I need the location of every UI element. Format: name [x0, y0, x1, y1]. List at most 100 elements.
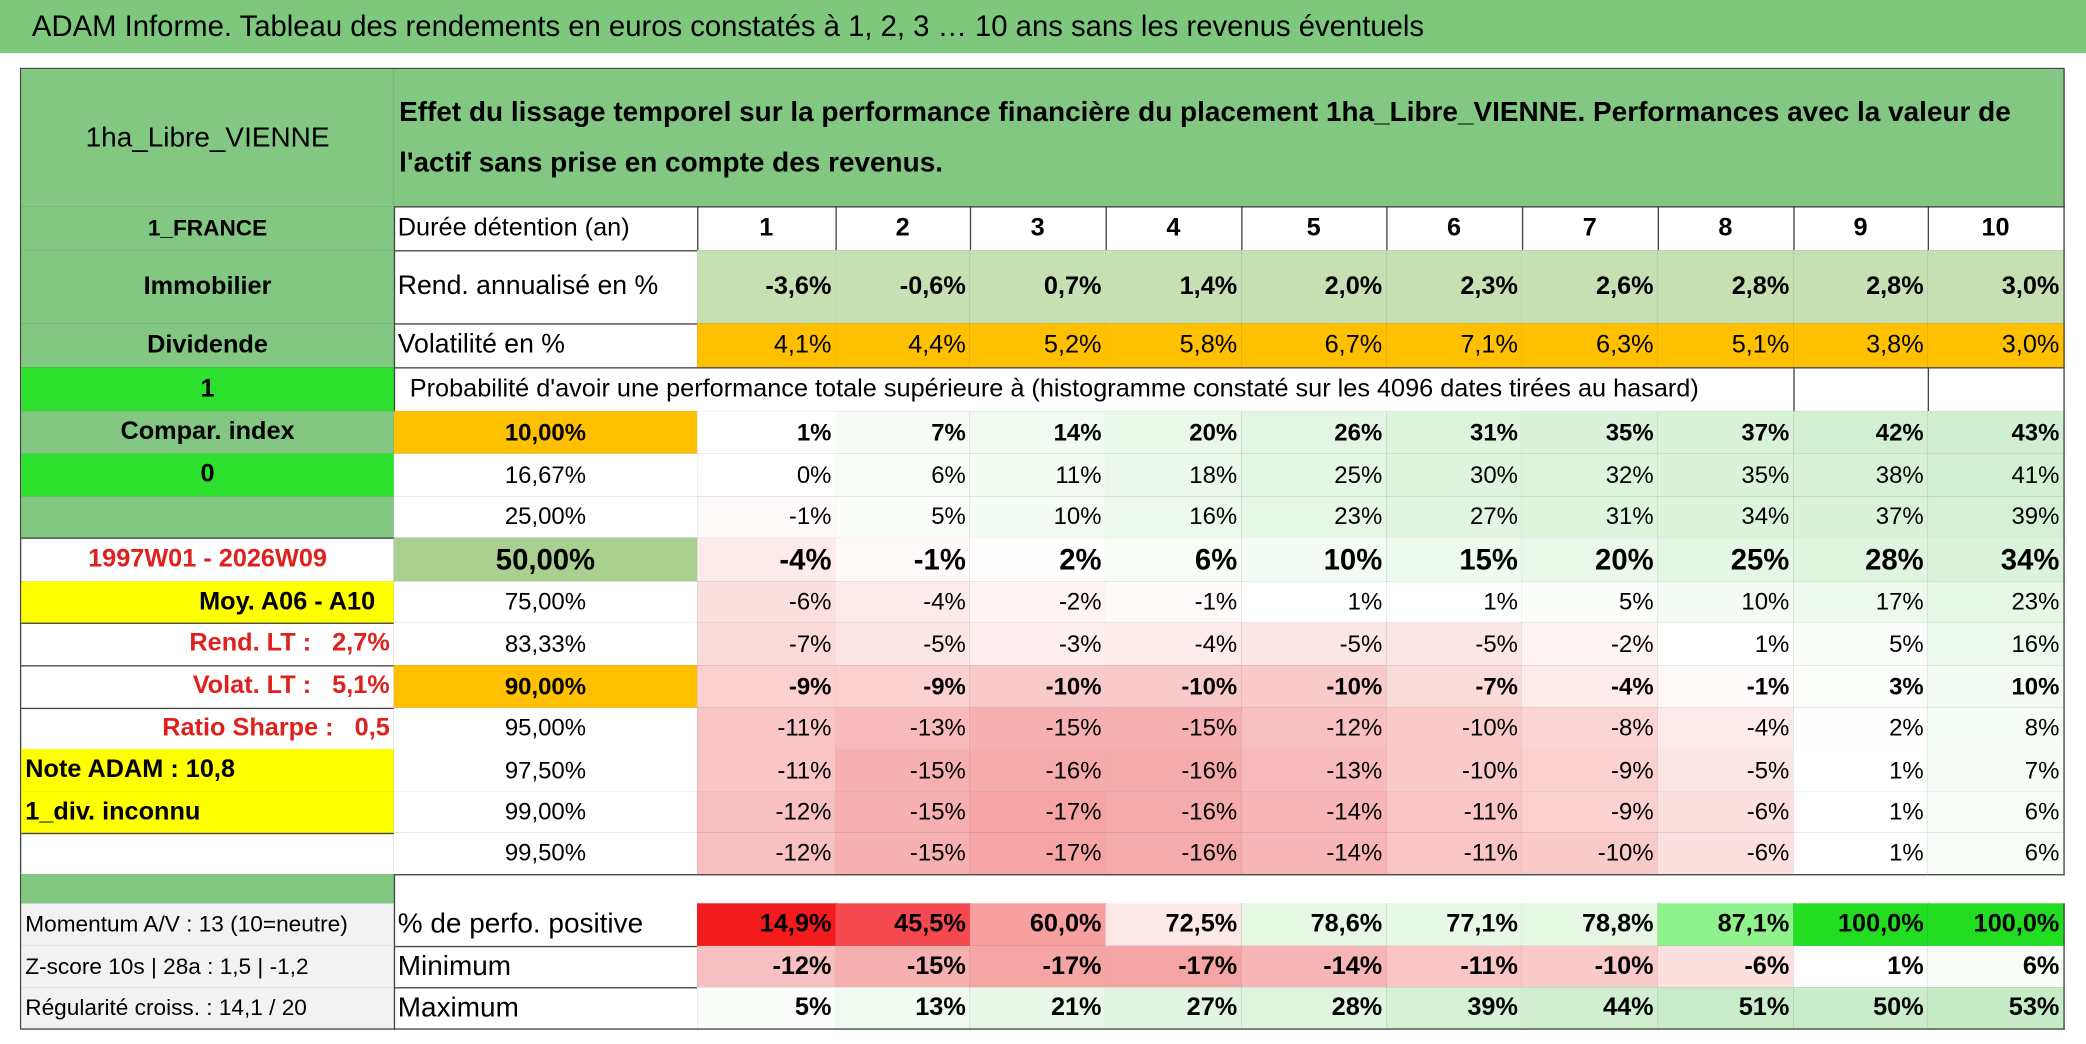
- value-cell: -0,6%: [835, 250, 972, 325]
- row-label: 99,50%: [393, 832, 699, 876]
- value-cell: -6%: [1657, 832, 1795, 876]
- value-cell: -1%: [835, 537, 972, 583]
- value-cell: 15%: [1386, 537, 1524, 583]
- summary-cell: 45,5%: [835, 903, 972, 948]
- summary-cell: 21%: [969, 987, 1107, 1030]
- value-cell: -7%: [697, 622, 837, 667]
- summary-cell: 6%: [1927, 945, 2065, 989]
- value-cell: 42%: [1793, 411, 1930, 455]
- summary-cell: 78,6%: [1241, 903, 1388, 948]
- value-cell: 34%: [1657, 496, 1795, 539]
- value-cell: -12%: [697, 791, 837, 835]
- report-title: ADAM Informe. Tableau des rendements en …: [0, 0, 2086, 54]
- row-label: 97,50%: [393, 748, 699, 793]
- value-cell: 2,8%: [1657, 250, 1795, 325]
- value-cell: -11%: [697, 707, 837, 751]
- value-cell: 2,8%: [1793, 250, 1930, 325]
- value-cell: -5%: [1386, 622, 1524, 667]
- row-label: 10,00%: [393, 411, 699, 455]
- value-cell: -10%: [1241, 665, 1388, 710]
- summary-cell: 100,0%: [1793, 903, 1930, 948]
- value-cell: -9%: [1521, 748, 1659, 793]
- value-cell: 3,0%: [1927, 250, 2065, 325]
- value-cell: 10%: [1241, 537, 1388, 583]
- row-header: Note ADAM : 10,8: [21, 748, 396, 793]
- value-cell: 6%: [1927, 791, 2065, 835]
- value-cell: 38%: [1793, 453, 1930, 498]
- value-cell: 23%: [1241, 496, 1388, 539]
- empty-cell: [1927, 367, 2065, 413]
- value-cell: -14%: [1241, 791, 1388, 835]
- value-cell: -14%: [1241, 832, 1388, 876]
- value-cell: 6,3%: [1521, 323, 1659, 369]
- duration-header: 2: [835, 206, 972, 252]
- summary-cell: 5%: [697, 987, 837, 1030]
- value-cell: -16%: [1105, 791, 1243, 835]
- value-cell: -15%: [969, 707, 1107, 751]
- summary-cell: 100,0%: [1927, 903, 2065, 948]
- value-cell: 8%: [1927, 707, 2065, 751]
- row-label: 95,00%: [393, 707, 699, 751]
- value-cell: -10%: [969, 665, 1107, 710]
- value-cell: 1%: [1386, 581, 1524, 624]
- value-cell: -4%: [1657, 707, 1795, 751]
- value-cell: -1%: [697, 496, 837, 539]
- value-cell: 5,1%: [1657, 323, 1795, 369]
- row-header: 1: [21, 367, 396, 413]
- row-header: Volat. LT : 5,1%: [21, 665, 396, 710]
- row-header: Rend. LT : 2,7%: [21, 622, 396, 667]
- summary-cell: 53%: [1927, 987, 2065, 1030]
- value-cell: 20%: [1521, 537, 1659, 583]
- value-cell: 37%: [1793, 496, 1930, 539]
- row-header: 1_div. inconnu: [21, 791, 396, 835]
- summary-cell: 60,0%: [969, 903, 1107, 948]
- summary-cell: 28%: [1241, 987, 1388, 1030]
- value-cell: 5%: [835, 496, 972, 539]
- duration-header: 6: [1386, 206, 1524, 252]
- summary-label: Minimum: [393, 945, 699, 989]
- value-cell: -10%: [1105, 665, 1243, 710]
- duration-header: 10: [1927, 206, 2065, 252]
- value-cell: 43%: [1927, 411, 2065, 455]
- summary-cell: -17%: [969, 945, 1107, 989]
- summary-cell: 77,1%: [1386, 903, 1524, 948]
- value-cell: -5%: [1657, 748, 1795, 793]
- value-cell: 2%: [1793, 707, 1930, 751]
- value-cell: -13%: [835, 707, 972, 751]
- value-cell: 26%: [1241, 411, 1388, 455]
- value-cell: 35%: [1657, 453, 1795, 498]
- summary-cell: 50%: [1793, 987, 1930, 1030]
- value-cell: -15%: [1105, 707, 1243, 751]
- value-cell: -8%: [1521, 707, 1659, 751]
- value-cell: 25%: [1241, 453, 1388, 498]
- value-cell: -2%: [1521, 622, 1659, 667]
- row-label: 25,00%: [393, 496, 699, 539]
- summary-cell: 27%: [1105, 987, 1243, 1030]
- value-cell: 34%: [1927, 537, 2065, 583]
- summary-cell: 39%: [1386, 987, 1524, 1030]
- value-cell: -10%: [1386, 707, 1524, 751]
- row-header: 1997W01 - 2026W09: [21, 537, 396, 583]
- value-cell: 35%: [1521, 411, 1659, 455]
- row-label: Volatilité en %: [393, 323, 699, 369]
- value-cell: 39%: [1927, 496, 2065, 539]
- value-cell: -15%: [835, 832, 972, 876]
- value-cell: -1%: [1657, 665, 1795, 710]
- value-cell: 1%: [1793, 832, 1930, 876]
- row-label: Durée détention (an): [393, 206, 699, 252]
- summary-cell: 13%: [835, 987, 972, 1030]
- value-cell: -11%: [1386, 791, 1524, 835]
- value-cell: 16%: [1927, 622, 2065, 667]
- value-cell: -10%: [1521, 832, 1659, 876]
- value-cell: 7%: [1927, 748, 2065, 793]
- value-cell: 7%: [835, 411, 972, 455]
- value-cell: 2,6%: [1521, 250, 1659, 325]
- value-cell: -4%: [1105, 622, 1243, 667]
- value-cell: 6%: [1105, 537, 1243, 583]
- value-cell: -3%: [969, 622, 1107, 667]
- row-header: Dividende: [21, 323, 396, 369]
- row-label: 16,67%: [393, 453, 699, 498]
- description: Effet du lissage temporel sur la perform…: [393, 69, 2065, 208]
- duration-header: 7: [1521, 206, 1659, 252]
